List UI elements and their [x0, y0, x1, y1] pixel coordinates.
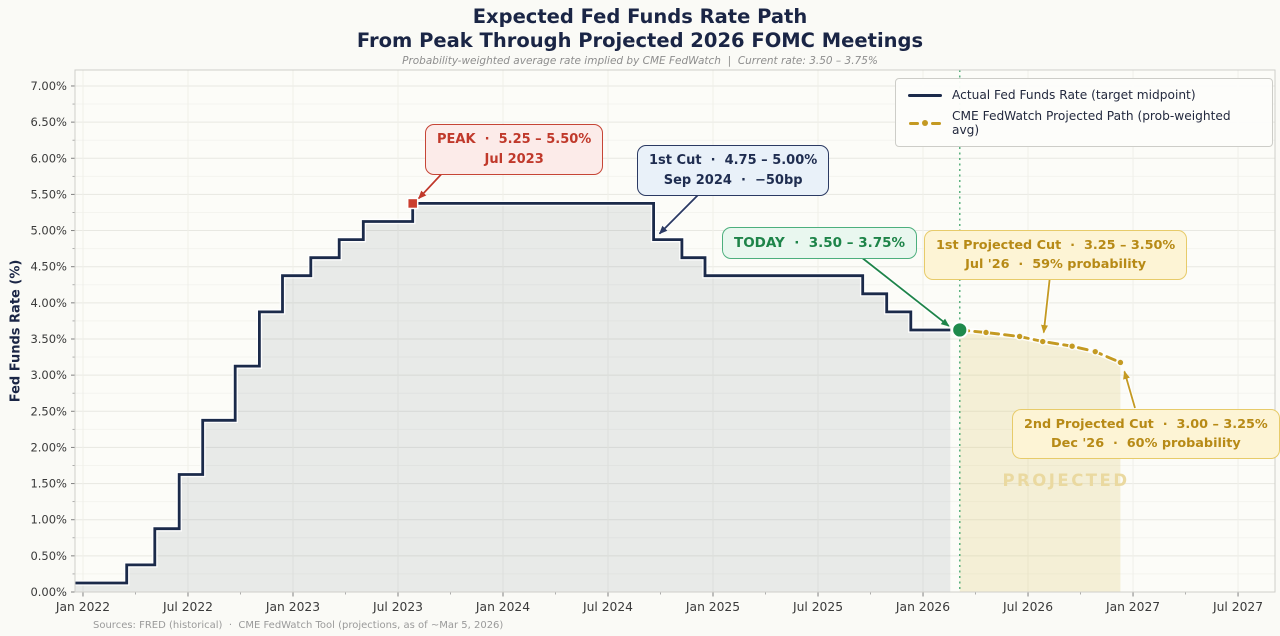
y-tick-label: 2.00% [30, 440, 67, 454]
annotation-first-cut: 1st Cut · 4.75 – 5.00% Sep 2024 · −50bp [637, 145, 830, 196]
x-tick-label: Jan 2024 [475, 600, 530, 614]
annotation-projected-cut-2: 2nd Projected Cut · 3.00 – 3.25% Dec '26… [1012, 409, 1280, 460]
annotation-peak: PEAK · 5.25 – 5.50% Jul 2023 [425, 124, 604, 175]
y-tick-label: 1.50% [30, 477, 67, 491]
annotation-first-cut-line1: 1st Cut · 4.75 – 5.00% [649, 153, 818, 168]
y-axis-title: Fed Funds Rate (%) [8, 259, 24, 403]
x-tick-label: Jul 2025 [792, 600, 843, 614]
x-tick-label: Jul 2023 [372, 600, 423, 614]
y-tick-label: 2.50% [30, 404, 67, 418]
historical-line [75, 202, 951, 585]
page-title-line2: From Peak Through Projected 2026 FOMC Me… [356, 29, 924, 52]
y-tick-label: 5.00% [30, 224, 67, 238]
today-arrow [860, 256, 950, 327]
x-tick-label: Jan 2026 [895, 600, 950, 614]
chart-subtitle: Probability-weighted average rate implie… [402, 55, 878, 67]
x-tick-label: Jul 2026 [1002, 600, 1053, 614]
y-tick-label: 1.00% [30, 513, 67, 527]
annotation-projected-cut-2-line2: Dec '26 · 60% probability [1051, 436, 1241, 452]
y-tick-label: 7.00% [30, 79, 67, 93]
annotation-first-cut-line2: Sep 2024 · −50bp [663, 172, 803, 188]
x-tick-label: Jul 2027 [1212, 600, 1263, 614]
annotation-projected-cut-1-line1: 1st Projected Cut · 3.25 – 3.50% [936, 238, 1176, 253]
y-tick-label: 3.00% [30, 368, 67, 382]
footer-sources: Sources: FRED (historical) · CME FedWatc… [93, 620, 504, 631]
dash-dot-line-swatch-icon [908, 120, 942, 126]
annotation-peak-line2: Jul 2023 [484, 151, 544, 167]
x-tick-label: Jan 2022 [55, 600, 110, 614]
proj-cut-2-arrow [1123, 370, 1136, 409]
x-tick-label: Jul 2022 [162, 600, 213, 614]
annotation-today-line1: TODAY · 3.50 – 3.75% [734, 235, 906, 251]
x-tick-label: Jan 2027 [1105, 600, 1160, 614]
legend-label-projected: CME FedWatch Projected Path (prob-weight… [952, 109, 1231, 137]
annotation-projected-cut-1-line2: Jul '26 · 59% probability [965, 257, 1147, 273]
legend-item-actual: Actual Fed Funds Rate (target midpoint) [908, 88, 1260, 102]
projected-area-fill [959, 330, 1121, 592]
y-tick-label: 4.50% [30, 260, 67, 274]
historical-area-fill [75, 203, 951, 592]
y-tick-label: 0.50% [30, 549, 67, 563]
plot-border [74, 69, 1276, 593]
y-tick-label: 5.50% [30, 187, 67, 201]
annotation-today: TODAY · 3.50 – 3.75% [722, 227, 918, 260]
y-tick-label: 6.00% [30, 151, 67, 165]
solid-line-swatch-icon [908, 93, 942, 97]
x-tick-label: Jan 2023 [265, 600, 320, 614]
legend-label-actual: Actual Fed Funds Rate (target midpoint) [952, 88, 1196, 102]
annotation-projected-cut-1: 1st Projected Cut · 3.25 – 3.50% Jul '26… [924, 230, 1188, 281]
annotation-projected-cut-2-line1: 2nd Projected Cut · 3.00 – 3.25% [1024, 417, 1268, 432]
today-marker [951, 321, 969, 339]
projected-watermark: PROJECTED [1002, 471, 1130, 490]
proj-cut-1-arrow [1041, 275, 1051, 334]
legend-item-projected: CME FedWatch Projected Path (prob-weight… [908, 109, 1260, 137]
first-cut-arrow [658, 190, 703, 235]
y-tick-label: 3.50% [30, 332, 67, 346]
y-tick-label: 4.00% [30, 296, 67, 310]
projected-meeting-dots [981, 328, 1125, 367]
annotation-peak-line1: PEAK · 5.25 – 5.50% [437, 132, 592, 147]
y-tick-label: 6.50% [30, 115, 67, 129]
x-tick-label: Jan 2025 [685, 600, 740, 614]
y-tick-label: 0.00% [30, 585, 67, 599]
legend: Actual Fed Funds Rate (target midpoint) … [895, 78, 1273, 147]
page-title: Expected Fed Funds Rate Path [472, 5, 808, 28]
peak-marker [406, 197, 419, 210]
x-tick-label: Jul 2024 [582, 600, 633, 614]
